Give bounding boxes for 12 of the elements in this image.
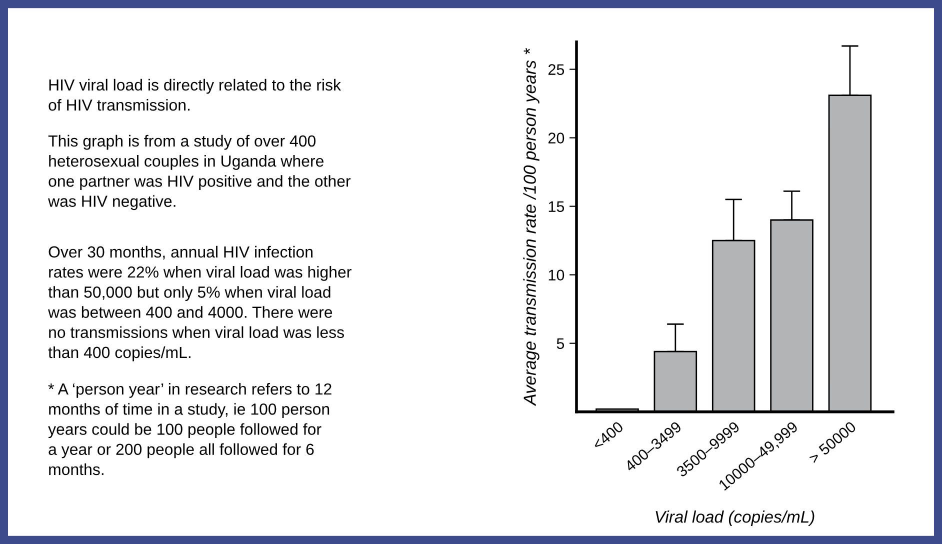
y-axis-title: Average transmission rate /100 person years * <box>523 48 540 406</box>
text: Over 30 months, annual HIV infection rates were 22% when viral load was higher than 50,000 but only 5% when viral load was between 400 and 4000. There were no transmissions when viral load was less than 400 copies/mL. <box>48 246 352 362</box>
x-axis-title: Viral load (copies/mL) <box>656 510 814 526</box>
x-tick-label: <400 <box>592 420 624 450</box>
text: This graph is from a study of over 400 heterosexual couples in Uganda where one partner was HIV positive and the other was HIV negative. <box>48 134 351 210</box>
text: * A ‘person year’ in research refers to 12 months of time in a study, ie 100 person years could be 100 people followed for a year or 200 people all followed for 6 months. <box>48 382 332 476</box>
text: HIV viral load is directly related to the risk of HIV transmission. <box>48 78 341 111</box>
y-tick-label: 10 <box>548 270 564 280</box>
y-tick-label: 25 <box>548 64 564 75</box>
y-tick-label: 20 <box>548 132 564 144</box>
y-tick-label: 5 <box>556 338 564 349</box>
y-tick-label: 15 <box>548 201 564 212</box>
